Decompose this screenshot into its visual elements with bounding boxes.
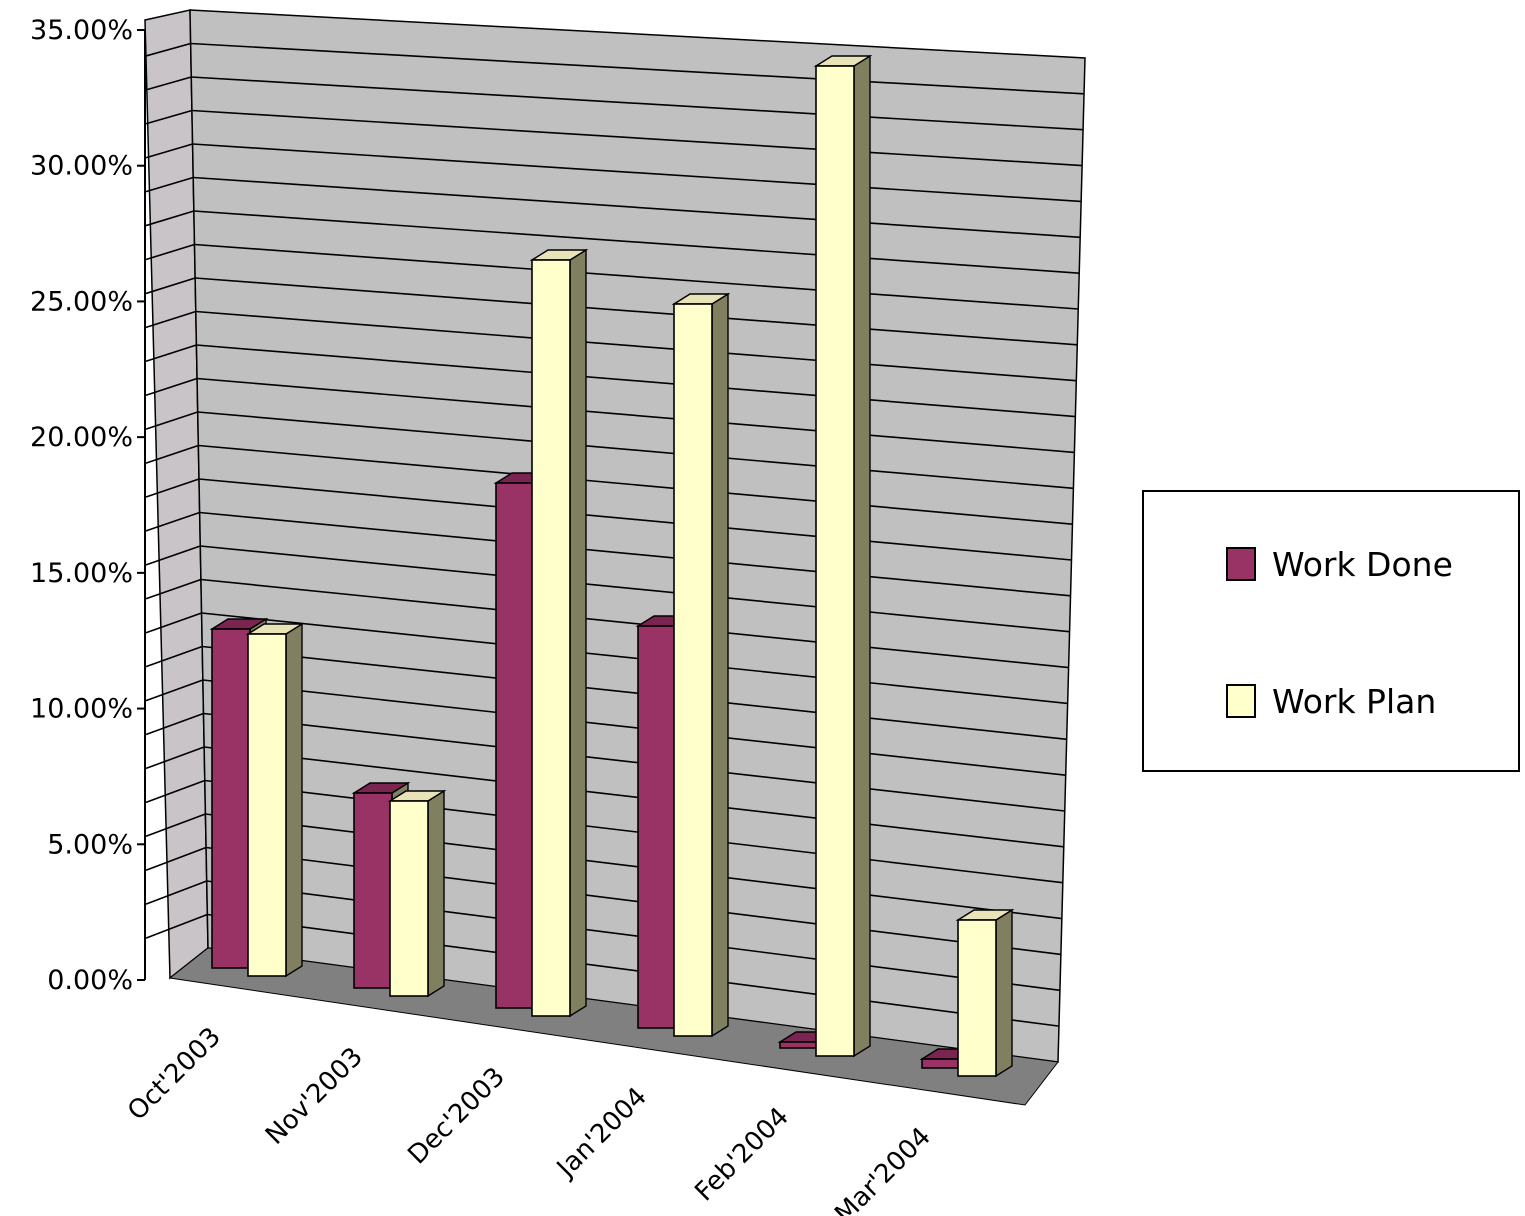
bar-work-done xyxy=(495,482,535,1009)
gridline-back xyxy=(192,143,1082,203)
gridline-back xyxy=(195,310,1077,382)
gridline-back xyxy=(202,645,1067,741)
gridline-side xyxy=(145,310,197,329)
value-axis-tick-label: 35.00% xyxy=(30,15,133,46)
gridline-side xyxy=(145,746,205,770)
category-label: Jan'2004 xyxy=(550,1082,653,1185)
legend-swatch-work-done xyxy=(1226,547,1256,581)
legend: Work Done Work Plan xyxy=(1142,490,1520,772)
gridline-side xyxy=(145,779,206,804)
gridline-side xyxy=(145,578,202,600)
gridlines xyxy=(145,42,1085,1027)
value-axis-tick-label: 15.00% xyxy=(30,558,133,589)
bar-side-work-plan xyxy=(569,248,587,1018)
legend-label-work-plan: Work Plan xyxy=(1272,681,1437,721)
bar-side-work-plan xyxy=(995,908,1013,1078)
gridline-side xyxy=(145,846,207,871)
gridline-side xyxy=(145,444,199,464)
gridline-side xyxy=(145,645,203,668)
gridline-back xyxy=(197,411,1074,490)
category-label: Dec'2003 xyxy=(402,1062,511,1171)
value-axis-tick-label: 30.00% xyxy=(30,151,133,182)
gridline-side xyxy=(145,377,198,396)
bar-work-done xyxy=(637,625,677,1029)
bar-work-plan xyxy=(247,633,287,977)
bar-work-done xyxy=(779,1041,819,1049)
gridline-side xyxy=(145,277,196,295)
gridline-back xyxy=(197,377,1075,454)
bar-work-plan xyxy=(389,800,429,997)
legend-item-work-plan: Work Plan xyxy=(1226,681,1436,721)
gridline-back xyxy=(196,344,1076,418)
category-label: Mar'2004 xyxy=(829,1122,937,1216)
value-axis-tick-label: 20.00% xyxy=(30,422,133,453)
gridline-back xyxy=(191,76,1084,131)
gridline-back xyxy=(204,779,1063,884)
bars xyxy=(209,54,1015,1078)
legend-label-work-done: Work Done xyxy=(1272,544,1453,584)
legend-item-work-done: Work Done xyxy=(1226,544,1453,584)
gridline-back xyxy=(205,846,1061,956)
gridline-side xyxy=(145,478,200,498)
bar-work-plan xyxy=(673,303,713,1037)
category-label: Feb'2004 xyxy=(689,1102,795,1208)
gridline-back xyxy=(205,813,1062,920)
gridline-side xyxy=(145,612,202,634)
gridline-side xyxy=(145,880,207,905)
bar-work-plan xyxy=(957,919,997,1077)
gridline-side xyxy=(145,813,206,838)
gridline-side xyxy=(145,511,200,532)
value-axis-tick-label: 10.00% xyxy=(30,694,133,725)
category-label: Oct'2003 xyxy=(122,1022,227,1127)
bar-side-work-plan xyxy=(427,789,445,998)
gridline-back xyxy=(199,511,1071,597)
gridline-side xyxy=(145,411,198,430)
gridline-side xyxy=(145,76,192,91)
value-axis-tick-label: 0.00% xyxy=(47,965,133,996)
bar-side-work-plan xyxy=(853,54,871,1058)
gridline-side xyxy=(145,243,195,261)
gridline-side xyxy=(145,344,197,363)
gridline-side xyxy=(145,143,193,159)
gridline-back xyxy=(195,277,1078,346)
gridline-side xyxy=(145,545,201,566)
bar-work-done xyxy=(921,1058,961,1069)
gridline-back xyxy=(193,210,1080,274)
gridline-back xyxy=(202,679,1066,776)
gridline-side xyxy=(145,109,193,125)
value-axis-tick-label: 5.00% xyxy=(47,829,133,860)
gridline-back xyxy=(207,913,1060,1027)
bar-work-plan xyxy=(815,65,855,1057)
gridline-side xyxy=(145,176,194,193)
bar-work-done xyxy=(353,792,393,989)
gridline-back xyxy=(201,612,1068,705)
gridline-back xyxy=(198,478,1072,561)
gridline-back xyxy=(198,444,1073,525)
gridline-side xyxy=(145,210,195,227)
value-axis-tick-label: 25.00% xyxy=(30,286,133,317)
gridline-back xyxy=(200,578,1069,669)
bar-side-work-plan xyxy=(285,622,303,978)
legend-swatch-work-plan xyxy=(1226,684,1256,718)
gridline-back xyxy=(190,42,1085,95)
gridline-side xyxy=(145,679,204,702)
bar-work-done xyxy=(211,628,251,969)
bar-side-work-plan xyxy=(711,292,729,1038)
value-axis: 0.00% 5.00% 10.00% 15.00% 20.00% 25.00% 30.00%… xyxy=(30,15,146,996)
gridline-back xyxy=(203,712,1065,812)
gridline-side xyxy=(145,712,204,736)
gridline-back xyxy=(194,243,1079,310)
gridline-side xyxy=(145,42,191,57)
gridline-back xyxy=(204,746,1064,848)
gridline-back xyxy=(193,176,1081,239)
category-label: Nov'2003 xyxy=(260,1042,369,1151)
bar-work-plan xyxy=(531,259,571,1017)
gridline-side xyxy=(145,913,208,939)
gridline-back xyxy=(206,880,1061,992)
gridline-back xyxy=(191,109,1083,167)
gridline-back xyxy=(200,545,1070,633)
